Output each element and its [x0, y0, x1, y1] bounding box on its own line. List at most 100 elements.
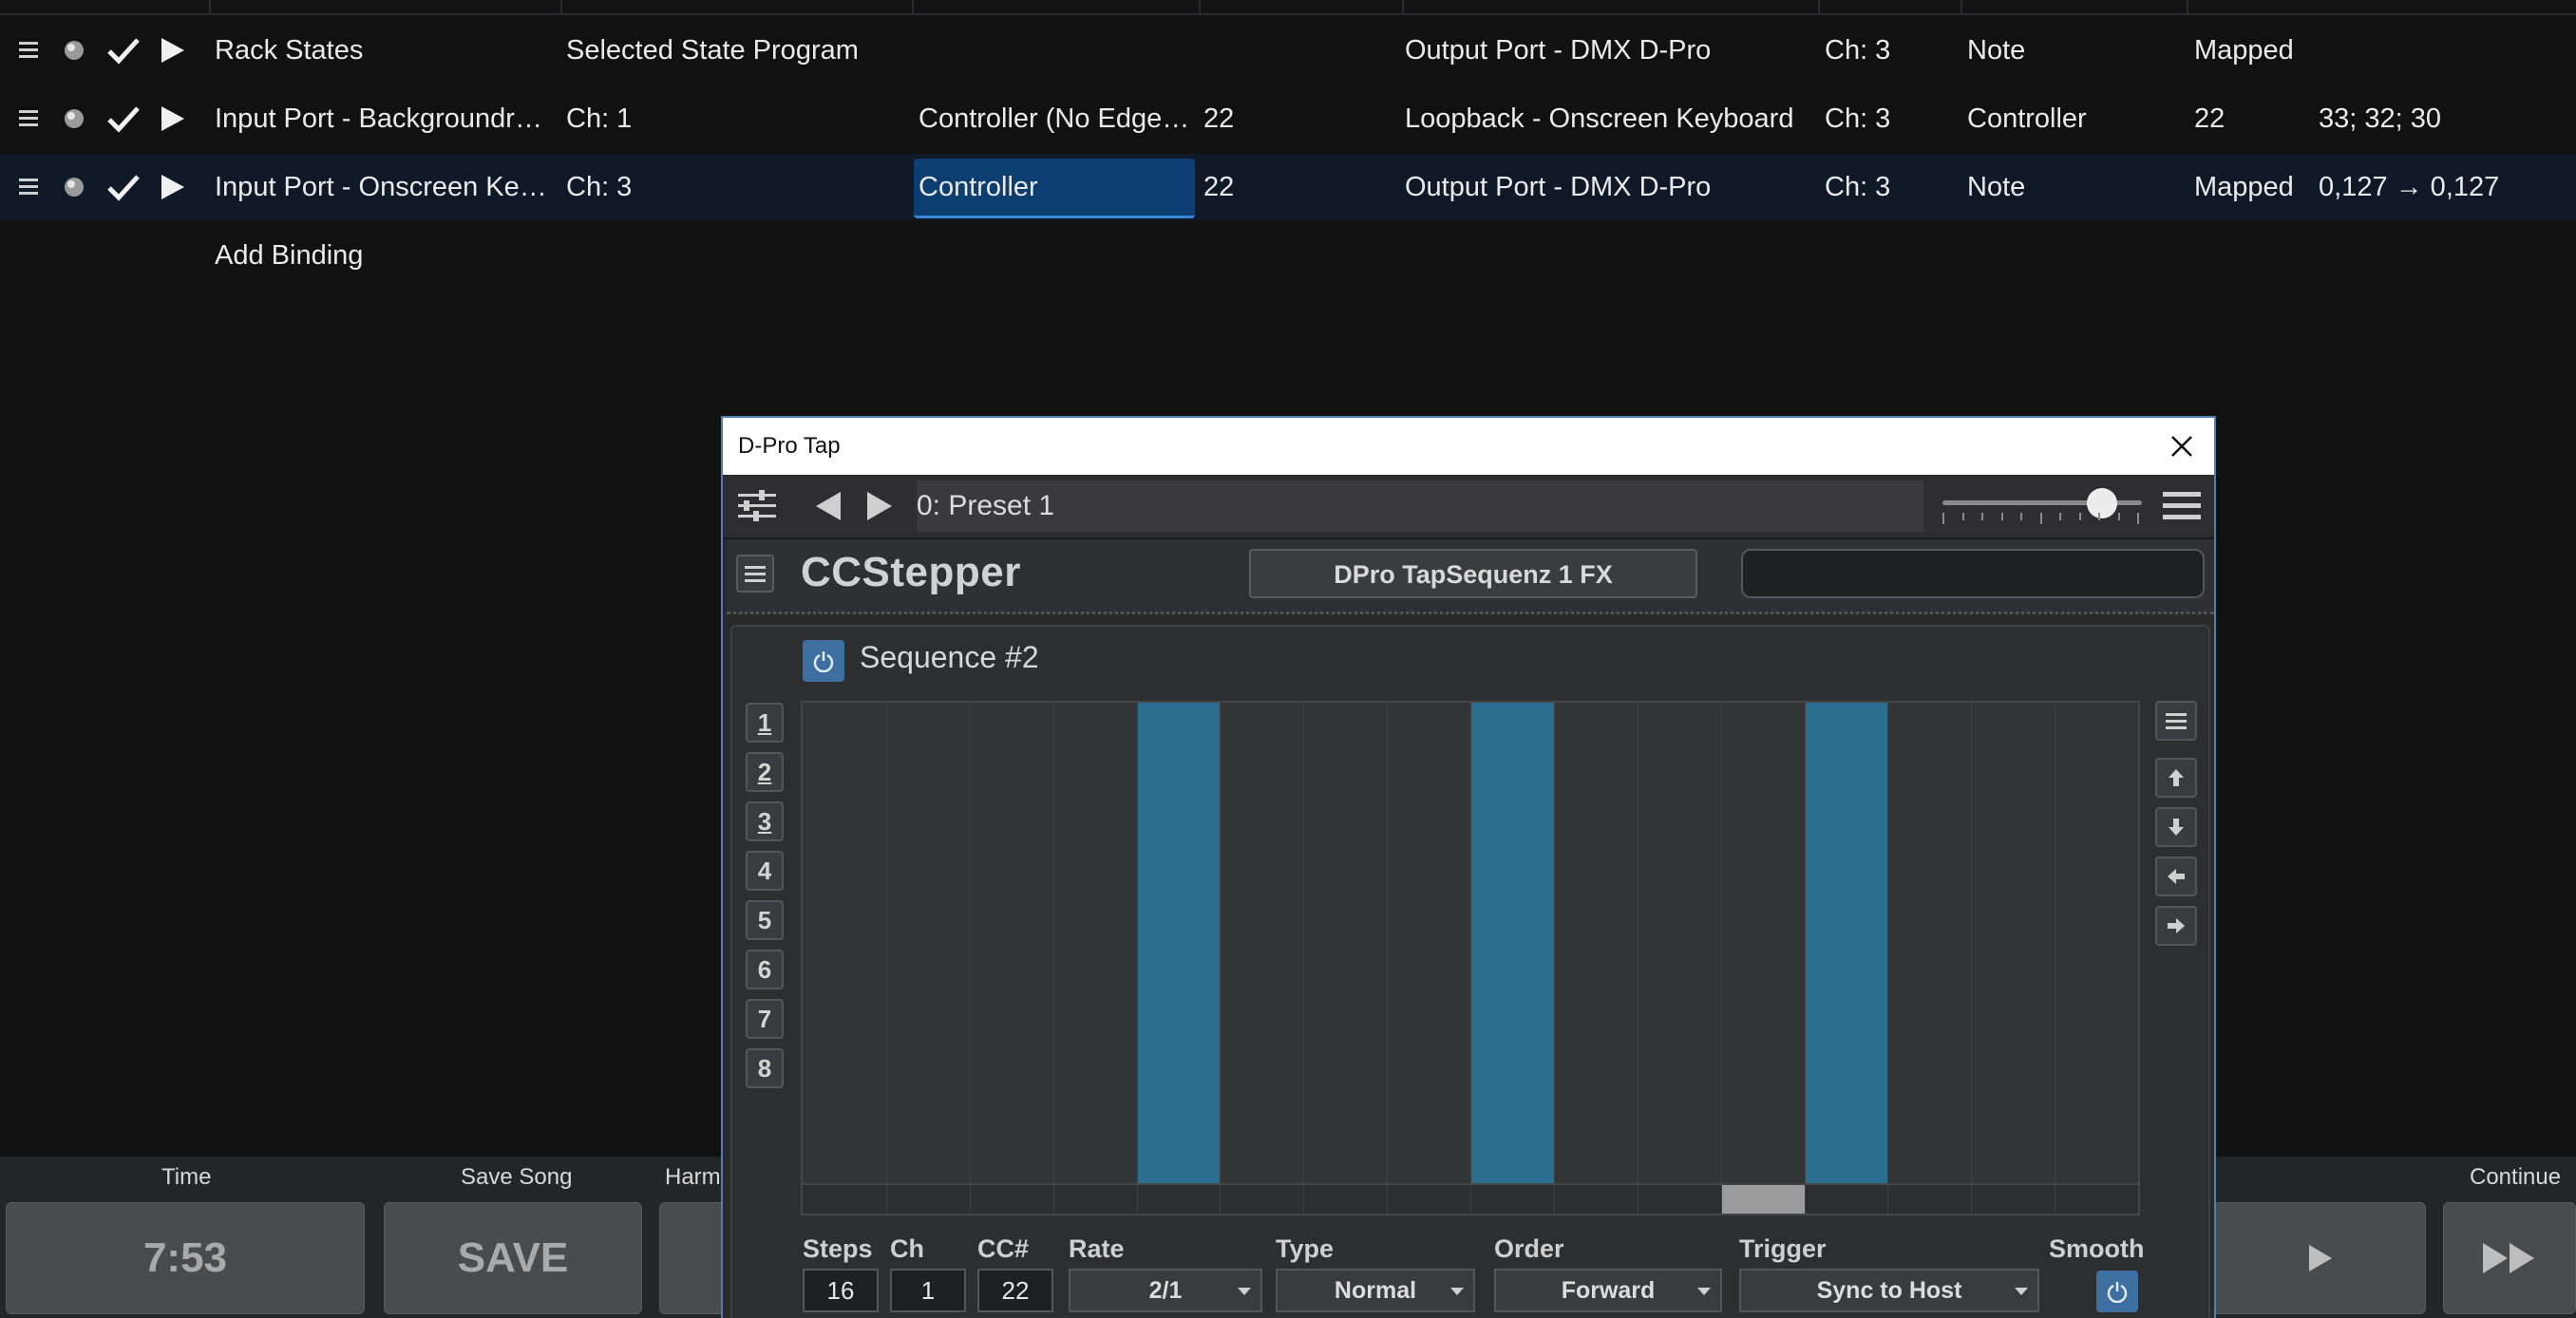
trigger-dropdown[interactable]: Sync to Host	[1739, 1269, 2039, 1312]
grid-line	[1470, 703, 1471, 1183]
time-label: Time	[161, 1164, 212, 1190]
sequence-select-7[interactable]: 7	[746, 999, 784, 1039]
arrow-right-icon	[2168, 918, 2185, 933]
shift-right-button[interactable]	[2155, 906, 2197, 946]
slider-tick	[2039, 513, 2042, 524]
shift-down-button[interactable]	[2155, 807, 2197, 847]
plugin-menu-button[interactable]	[736, 555, 774, 593]
enabled-check-icon[interactable]	[106, 104, 141, 133]
grid-line	[969, 703, 971, 1183]
grid-line	[1887, 703, 1889, 1183]
binding-channel: Ch: 1	[566, 104, 633, 134]
binding-mapping: Mapped	[2194, 172, 2294, 202]
sequence-select-4[interactable]: 4	[746, 851, 784, 891]
next-preset-icon[interactable]	[865, 490, 894, 522]
instance-name-button[interactable]: DPro TapSequenz 1 FX	[1249, 549, 1697, 598]
slider-tick	[2098, 513, 2100, 520]
drag-handle-icon[interactable]	[17, 175, 42, 199]
save-button[interactable]: SAVE	[384, 1202, 642, 1314]
order-dropdown[interactable]: Forward	[1494, 1269, 1722, 1312]
smooth-toggle[interactable]	[2096, 1271, 2138, 1312]
continue-button[interactable]	[2443, 1202, 2576, 1314]
binding-target: Loopback - Onscreen Keyboard	[1405, 104, 1794, 134]
slider-tick	[2059, 513, 2061, 520]
preset-selector[interactable]: 0: Preset 1	[917, 480, 1923, 532]
enabled-check-icon[interactable]	[106, 36, 141, 65]
save-song-label: Save Song	[461, 1164, 573, 1190]
binding-target-channel: Ch: 3	[1825, 104, 1891, 134]
grid-line	[1136, 1185, 1138, 1214]
enabled-check-icon[interactable]	[106, 173, 141, 201]
binding-source: Rack States	[215, 35, 364, 66]
sequence-select-8[interactable]: 8	[746, 1048, 784, 1088]
grid-line	[1720, 1185, 1722, 1214]
sequence-power-button[interactable]	[803, 640, 844, 682]
column-header-strip	[0, 0, 2576, 15]
grid-line	[1804, 1185, 1806, 1214]
search-input[interactable]	[1741, 549, 2205, 598]
drag-handle-icon[interactable]	[17, 38, 42, 63]
sequence-select-1[interactable]: 1	[746, 703, 784, 743]
play-button[interactable]	[2213, 1202, 2426, 1314]
sequence-panel: Sequence #2 1 2 3 4 5 6 7 8 Steps 16 Ch …	[730, 625, 2210, 1318]
binding-target: Output Port - DMX D-Pro	[1405, 172, 1712, 202]
settings-sliders-icon[interactable]	[736, 488, 778, 524]
cc-label: CC#	[977, 1234, 1030, 1263]
binding-range: 0,127 → 0,127	[2319, 172, 2500, 202]
binding-value: 22	[1203, 172, 1235, 202]
slider-tick	[1961, 513, 1964, 520]
binding-row-selected[interactable]: Input Port - Onscreen Key... Ch: 3 Contr…	[0, 154, 2576, 220]
status-led-icon	[63, 175, 87, 199]
close-icon[interactable]	[2167, 431, 2197, 461]
order-label: Order	[1494, 1234, 1564, 1263]
chevron-down-icon	[2015, 1288, 2028, 1295]
drag-handle-icon[interactable]	[17, 106, 42, 131]
binding-range: 33; 32; 30	[2319, 104, 2441, 134]
preset-name: 0: Preset 1	[917, 490, 1055, 521]
grid-line	[1303, 703, 1305, 1183]
rate-value: 2/1	[1148, 1277, 1183, 1304]
play-icon[interactable]	[158, 104, 186, 133]
step-bar[interactable]	[1471, 703, 1554, 1183]
slider-tick	[1981, 513, 1983, 520]
host-menu-icon[interactable]	[2161, 488, 2203, 524]
arrow-left-icon	[2168, 869, 2185, 884]
grid-line	[885, 1185, 887, 1214]
playhead-row	[801, 1185, 2140, 1215]
add-binding-button[interactable]: Add Binding	[215, 240, 364, 271]
time-display[interactable]: 7:53	[6, 1202, 365, 1314]
sequence-menu-button[interactable]	[2155, 701, 2197, 741]
sequence-select-3[interactable]: 3	[746, 801, 784, 841]
event-type-combo[interactable]	[914, 159, 1195, 218]
plugin-logo: CCStepper	[801, 549, 1021, 595]
steps-field[interactable]: 16	[803, 1269, 879, 1312]
grid-line	[1052, 703, 1054, 1183]
fast-forward-icon	[2483, 1243, 2534, 1273]
type-dropdown[interactable]: Normal	[1276, 1269, 1475, 1312]
binding-target-event: Note	[1967, 172, 2026, 202]
shift-up-button[interactable]	[2155, 758, 2197, 798]
shift-left-button[interactable]	[2155, 857, 2197, 896]
rate-dropdown[interactable]: 2/1	[1069, 1269, 1262, 1312]
status-led-icon	[63, 38, 87, 63]
sequence-select-2[interactable]: 2	[746, 752, 784, 792]
cc-field[interactable]: 22	[977, 1269, 1053, 1312]
binding-channel: Selected State Program	[566, 35, 859, 66]
order-value: Forward	[1561, 1277, 1656, 1304]
slider-tick	[1942, 513, 1944, 524]
grid-line	[1136, 703, 1138, 1183]
channel-field[interactable]: 1	[890, 1269, 966, 1312]
binding-row[interactable]: Rack States Selected State Program Outpu…	[0, 17, 2576, 84]
step-grid[interactable]	[801, 701, 2140, 1185]
step-bar[interactable]	[1805, 703, 1888, 1183]
previous-preset-icon[interactable]	[814, 490, 843, 522]
volume-slider-knob[interactable]	[2087, 488, 2117, 518]
step-bar[interactable]	[1137, 703, 1221, 1183]
sequence-select-6[interactable]: 6	[746, 950, 784, 989]
play-icon[interactable]	[158, 173, 186, 201]
play-icon[interactable]	[158, 36, 186, 65]
volume-slider[interactable]	[1942, 488, 2142, 526]
binding-target-channel: Ch: 3	[1825, 172, 1891, 202]
binding-row[interactable]: Input Port - Backgroundra... Ch: 1 Contr…	[0, 85, 2576, 152]
sequence-select-5[interactable]: 5	[746, 900, 784, 940]
